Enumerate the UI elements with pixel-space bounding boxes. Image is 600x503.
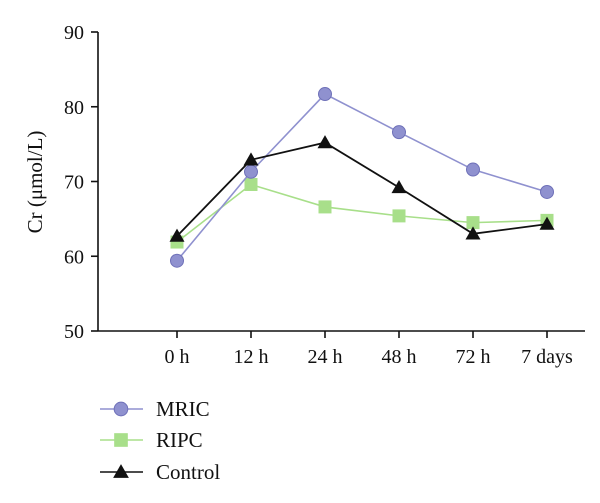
- y-tick-label: 90: [64, 22, 84, 44]
- data-point: [465, 226, 481, 240]
- legend-item-control: Control: [100, 460, 220, 484]
- series-mric: [170, 87, 554, 268]
- data-point: [466, 216, 480, 230]
- data-point: [169, 228, 185, 242]
- series-control: [169, 135, 555, 242]
- axes: 50 60 70 80 90 0 h 12 h 24 h 48 h 72 h 7 days: [64, 22, 585, 368]
- data-point: [392, 209, 406, 223]
- legend-label: MRIC: [156, 397, 210, 421]
- data-point: [318, 87, 332, 102]
- series-ripc: [170, 177, 554, 249]
- y-tick-label: 70: [64, 172, 84, 194]
- y-tick-label: 80: [64, 97, 84, 119]
- x-tick-label: 24 h: [308, 346, 343, 368]
- data-point: [539, 216, 555, 230]
- data-point: [244, 177, 258, 191]
- series-line: [176, 93, 548, 262]
- series-line: [176, 183, 548, 243]
- x-tick-label: 0 h: [165, 346, 190, 368]
- legend-label: RIPC: [156, 428, 203, 452]
- series-line: [176, 141, 548, 237]
- data-point: [244, 164, 258, 179]
- x-tick-label: 72 h: [456, 346, 491, 368]
- data-point: [318, 200, 332, 214]
- y-axis-title: Cr (μmol/L): [23, 131, 47, 234]
- data-point: [317, 135, 333, 149]
- data-point: [466, 162, 480, 177]
- data-point: [392, 125, 406, 140]
- legend-marker: [113, 401, 129, 417]
- y-tick-label: 60: [64, 246, 84, 268]
- legend: MRIC RIPC Control: [100, 397, 220, 484]
- y-tick-label: 50: [64, 321, 84, 343]
- x-tick-label: 7 days: [521, 346, 573, 368]
- x-tick-label: 48 h: [382, 346, 417, 368]
- x-tick-label: 12 h: [234, 346, 269, 368]
- data-point: [391, 179, 407, 194]
- legend-item-mric: MRIC: [100, 397, 210, 421]
- legend-marker: [114, 433, 128, 447]
- series-layer: [169, 87, 555, 268]
- legend-label: Control: [156, 460, 220, 484]
- legend-item-ripc: RIPC: [100, 428, 203, 452]
- data-point: [540, 184, 554, 199]
- data-point: [243, 152, 259, 166]
- data-point: [170, 253, 184, 268]
- legend-marker: [113, 464, 129, 478]
